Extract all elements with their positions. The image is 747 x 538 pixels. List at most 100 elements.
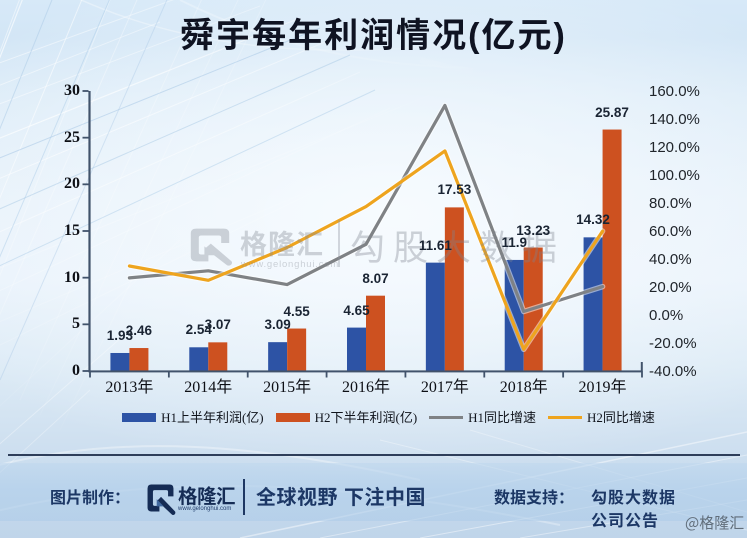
bar-h1-2013年 [110,352,130,371]
y-axis-label-20: 20 [64,175,80,193]
legend-item-1: H1上半年利润(亿) [122,410,264,425]
x-axis-tick [167,371,170,378]
bar-h2-2014年 [208,342,228,371]
legend-swatch-bar [122,413,157,422]
right-axis-label: -20.0% [649,334,697,352]
y-axis-tick [82,183,89,186]
x-axis-tick [89,371,91,378]
x-axis-label-2015年: 2015年 [263,379,312,396]
bar-h1-2017年 [425,262,445,371]
bar-h2-2017年 [444,207,464,371]
x-axis-end-tick [640,362,643,371]
right-axis-label: 40.0% [649,250,692,268]
legend-label: H1上半年利润(亿) [161,410,264,425]
bar-value-label-h1-2016年: 4.65 [343,302,370,318]
bar-value-label-h1-2013年: 1.93 [106,327,134,343]
bar-h1-2015年 [268,342,288,371]
x-axis-label-2019年: 2019年 [578,379,627,396]
footer-data-support-label: 数据支持： [494,484,575,508]
y-axis-label-0: 0 [72,362,80,379]
y-axis-tick [82,90,89,92]
right-axis-label: 0.0% [649,306,684,324]
y-axis-tick [82,370,89,372]
bar-value-label-h2-2015年: 4.55 [283,303,310,319]
chart-title: 舜宇每年利润情况(亿元) [180,8,567,57]
y-axis-label-25: 25 [64,128,80,146]
footer-bar: 图片制作： 格隆汇 www.gelonghui.com 全球视野 下注中国 数据… [0,455,747,538]
bar-value-label-h2-2019年: 25.87 [595,104,629,120]
footer-source-line1: 勾股大数据 [591,484,677,508]
y-axis-tick [82,136,89,139]
bar-h2-2019年 [602,129,622,371]
y-axis-tick [82,230,89,232]
footer-band-background [0,463,747,521]
bar-h2-2013年 [129,348,149,371]
x-axis-tick [404,371,407,378]
bar-h2-2016年 [366,295,385,371]
footer-slogan: 全球视野 下注中国 [256,481,427,510]
y-axis-label-10: 10 [64,268,80,286]
x-axis-tick [246,371,249,378]
legend-label: H1同比增速 [468,410,537,425]
right-axis-label: 100.0% [649,166,700,184]
line-h1-growth [127,103,605,314]
bar-value-label-h1-2018年: 11.9 [501,234,527,250]
bar-value-label-h2-2018年: 13.23 [516,222,551,238]
y-axis-tick [82,323,89,326]
legend-swatch-bar [275,413,310,422]
footer-brand-url: www.gelonghui.com [178,503,232,512]
legend-label: H2同比增速 [587,410,655,425]
footer-source-line2: 公司公告 [591,507,660,531]
x-axis-line [88,370,642,373]
x-axis-label-2016年: 2016年 [341,379,390,396]
right-axis-label: 120.0% [649,138,700,156]
bar-value-label-h2-2013年: 2.46 [125,323,153,339]
y-axis-tick [82,276,89,279]
x-axis-label-2017年: 2017年 [420,379,469,396]
bar-value-label-h2-2016年: 8.07 [362,270,389,286]
bar-value-label-h2-2017年: 17.53 [437,182,472,198]
line-h2-growth [127,149,605,351]
legend-swatch-line [429,416,464,419]
gelonghui-logo-icon [147,484,176,516]
bar-value-label-h1-2015年: 3.09 [264,317,291,333]
x-axis-label-2018年: 2018年 [499,379,548,396]
x-axis-tick [325,371,328,378]
bar-h1-2016年 [347,327,366,371]
legend-swatch-line [548,416,583,419]
x-axis-label-2014年: 2014年 [184,379,233,396]
footer-divider [243,479,245,515]
chart-legend: H1上半年利润(亿) H2下半年利润(亿) H1同比增速 H2同比增速 [0,410,747,425]
bar-h1-2014年 [189,347,209,371]
x-axis-label-2013年: 2013年 [105,379,154,396]
y-axis-line [88,91,91,372]
footer-brand-text: 格隆汇 [178,480,236,509]
footer-corner-stamp: @格隆汇 [685,512,745,533]
x-axis-tick [562,371,565,378]
bar-h2-2015年 [287,328,307,371]
footer-made-by-label: 图片制作： [50,484,131,508]
right-axis-label: 20.0% [649,278,692,296]
y-axis-label-30: 30 [64,82,80,99]
right-axis-label: 60.0% [649,222,692,240]
bar-value-label-h1-2019年: 14.32 [576,212,610,228]
legend-item-3: H1同比增速 [429,410,536,425]
bar-value-label-h2-2014年: 3.07 [204,317,231,333]
y-axis-label-15: 15 [64,222,80,239]
x-axis-tick [641,371,643,378]
bar-h1-2019年 [583,237,603,371]
right-axis-label: 80.0% [649,194,692,212]
legend-item-4: H2同比增速 [548,410,655,425]
x-axis-tick [483,371,486,378]
right-axis-label: -40.0% [649,362,697,380]
legend-item-2: H2下半年利润(亿) [275,410,417,425]
bar-value-label-h1-2017年: 11.61 [418,237,452,253]
footer-separator-line [8,454,740,456]
right-axis-label: 140.0% [649,110,700,128]
y-axis-label-5: 5 [72,315,80,333]
bar-value-label-h1-2014年: 2.54 [185,322,212,338]
